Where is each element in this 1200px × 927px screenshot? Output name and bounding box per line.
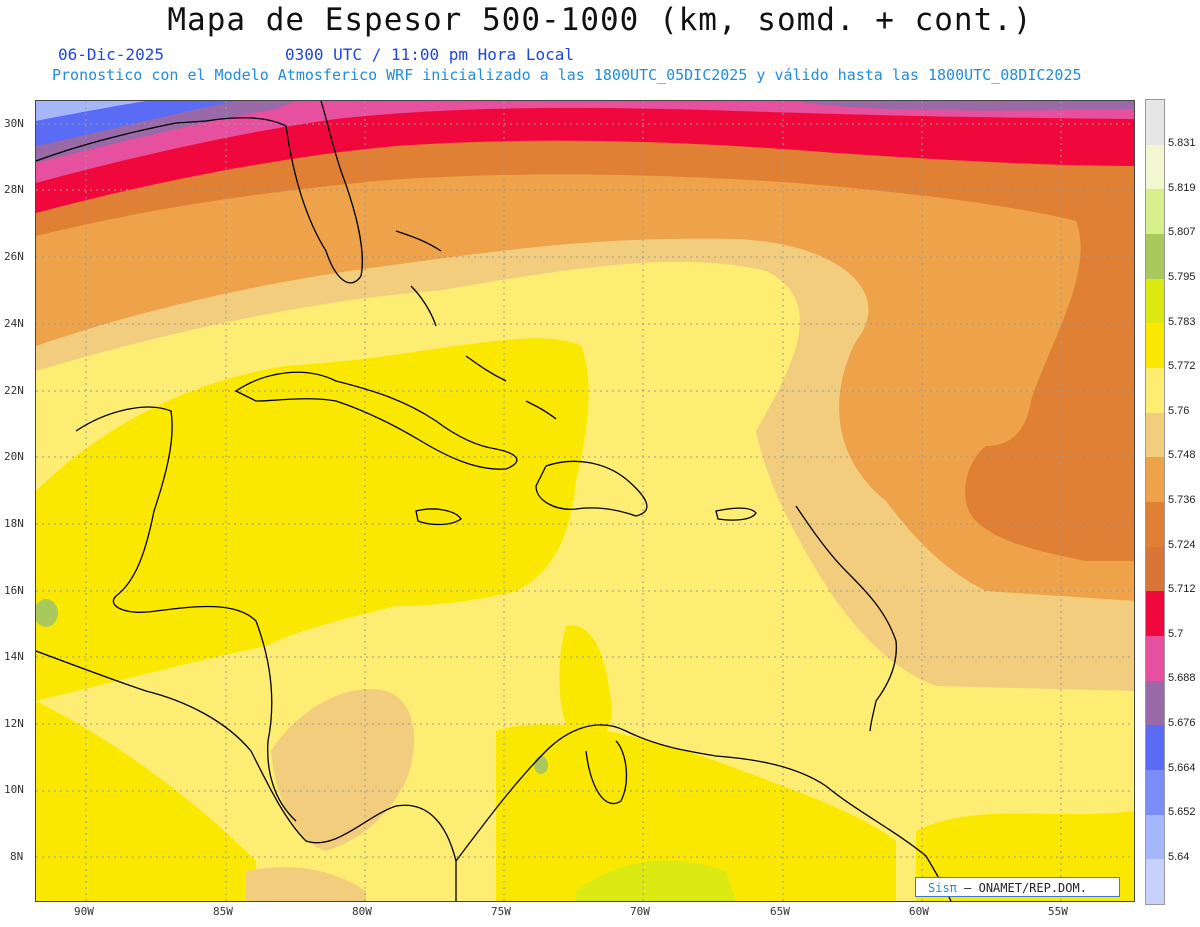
- colorbar: [1145, 99, 1165, 905]
- coast-hispaniola: [535, 460, 648, 517]
- coast-gulf-north: [36, 120, 207, 162]
- lat-label: 8N: [10, 850, 24, 863]
- map-title: Mapa de Espesor 500-1000 (km, somd. + co…: [167, 2, 1033, 38]
- coast-lesser-antilles: [795, 505, 897, 732]
- lon-label: 75W: [491, 905, 511, 918]
- lon-label: 60W: [909, 905, 929, 918]
- band-orange: [36, 101, 1134, 601]
- lat-label: 24N: [4, 317, 24, 330]
- colorbar-cell: [1146, 323, 1164, 369]
- coast-maracaibo: [585, 740, 628, 805]
- zone-tan-south: [246, 867, 366, 901]
- band-blue: [36, 101, 236, 146]
- lat-label: 18N: [4, 517, 24, 530]
- colorbar-cell: [1146, 234, 1164, 280]
- zone-green-pacific: [36, 599, 58, 627]
- colorbar-cell: [1146, 814, 1164, 860]
- lon-label: 55W: [1048, 905, 1068, 918]
- lat-label: 28N: [4, 183, 24, 196]
- colorbar-label: 5.819: [1168, 182, 1196, 194]
- colorbar-label: 5.652: [1168, 806, 1196, 818]
- lat-label: 14N: [4, 650, 24, 663]
- colorbar-label: 5.64: [1168, 851, 1190, 863]
- colorbar-cell: [1146, 502, 1164, 548]
- lon-label: 70W: [630, 905, 650, 918]
- coast-bahamas: [395, 230, 557, 420]
- colorbar-label: 5.783: [1168, 316, 1196, 328]
- coast-jamaica: [415, 508, 462, 526]
- band-red: [36, 101, 1134, 213]
- lat-label: 10N: [4, 783, 24, 796]
- colorbar-cell: [1146, 100, 1164, 146]
- coast-cuba: [234, 371, 518, 470]
- coastlines: [36, 101, 952, 901]
- zone-lime-southeast: [576, 860, 736, 901]
- colorbar-cell: [1146, 680, 1164, 726]
- credit-brand: Sisπ: [928, 881, 957, 895]
- thickness-map: [36, 101, 1134, 901]
- colorbar-cell: [1146, 591, 1164, 637]
- lon-label: 90W: [74, 905, 94, 918]
- map-frame: [35, 100, 1135, 902]
- lat-label: 30N: [4, 117, 24, 130]
- colorbar-label: 5.676: [1168, 717, 1196, 729]
- lon-label: 80W: [352, 905, 372, 918]
- colorbar-label: 5.736: [1168, 494, 1196, 506]
- colorbar-cell: [1146, 859, 1164, 905]
- lat-label: 26N: [4, 250, 24, 263]
- zone-yellow-south: [36, 701, 256, 901]
- credit-box: Sisπ – ONAMET/REP.DOM.: [915, 877, 1120, 897]
- colorbar-label: 5.795: [1168, 271, 1196, 283]
- colorbar-cell: [1146, 278, 1164, 324]
- colorbar-label: 5.712: [1168, 583, 1196, 595]
- coast-florida: [205, 101, 363, 284]
- date-label: 06-Dic-2025: [58, 45, 164, 64]
- colorbar-label: 5.7: [1168, 628, 1184, 640]
- colorbar-cell: [1146, 546, 1164, 592]
- grid-lines: [36, 101, 1134, 901]
- zone-green-colombia: [534, 756, 548, 774]
- coast-yucatan: [75, 406, 173, 512]
- colorbar-label: 5.772: [1168, 360, 1196, 372]
- coast-puerto-rico: [715, 507, 757, 521]
- colorbar-label: 5.724: [1168, 539, 1196, 551]
- colorbar-cell: [1146, 412, 1164, 458]
- lon-label: 85W: [213, 905, 233, 918]
- colorbar-label: 5.76: [1168, 405, 1190, 417]
- coast-colombia: [455, 724, 952, 901]
- colorbar-cell: [1146, 770, 1164, 816]
- colorbar-cell: [1146, 725, 1164, 771]
- time-label: 0300 UTC / 11:00 pm Hora Local: [285, 45, 574, 64]
- colorbar-cell: [1146, 636, 1164, 682]
- colorbar-label: 5.831: [1168, 137, 1196, 149]
- lat-label: 20N: [4, 450, 24, 463]
- colorbar-cell: [1146, 368, 1164, 414]
- forecast-label: Pronostico con el Modelo Atmosferico WRF…: [52, 66, 1082, 84]
- band-purple-ne: [796, 101, 1134, 111]
- colorbar-label: 5.807: [1168, 226, 1196, 238]
- credit-org: – ONAMET/REP.DOM.: [964, 881, 1087, 895]
- band-light-blue: [36, 101, 146, 121]
- zone-yellow-colombia: [559, 625, 612, 744]
- lat-label: 16N: [4, 584, 24, 597]
- colorbar-cell: [1146, 457, 1164, 503]
- lat-label: 12N: [4, 717, 24, 730]
- band-pink: [36, 101, 1134, 183]
- colorbar-label: 5.664: [1168, 762, 1196, 774]
- lon-label: 65W: [770, 905, 790, 918]
- colorbar-cell: [1146, 189, 1164, 235]
- colorbar-label: 5.688: [1168, 672, 1196, 684]
- lat-label: 22N: [4, 384, 24, 397]
- coast-caribbean-ca: [112, 510, 297, 822]
- colorbar-label: 5.748: [1168, 449, 1196, 461]
- coast-central-america: [36, 650, 457, 901]
- zone-yellow-central: [36, 338, 589, 701]
- zone-tan-interior: [271, 689, 415, 851]
- colorbar-cell: [1146, 144, 1164, 190]
